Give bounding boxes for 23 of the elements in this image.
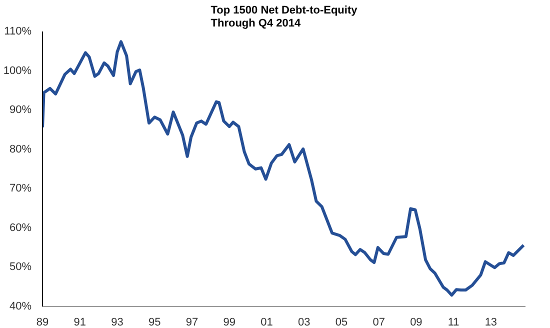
x-tick-label: 97 [186,316,198,328]
y-tick-label: 80% [9,143,32,156]
x-tick-label: 99 [223,316,236,328]
x-tick-label: 07 [372,316,385,328]
x-tick-label: 93 [111,316,124,328]
y-tick-label: 110% [4,26,32,38]
x-tick-label: 03 [298,316,310,328]
chart-title: Top 1500 Net Debt-to-Equity Through Q4 2014 [210,4,358,30]
y-tick-label: 50% [9,261,32,274]
x-tick-label: 09 [410,316,422,328]
line-series [42,40,526,297]
y-tick-label: 70% [9,182,32,195]
x-tick-label: 13 [484,316,498,328]
y-tick-label: 40% [9,300,32,312]
x-tick-label: 11 [448,316,460,328]
x-tick-label: 95 [148,316,161,328]
y-tick-label: 100% [3,64,32,77]
x-tick-label: 05 [335,316,348,328]
x-tick-label: 01 [260,316,273,328]
y-tick-label: 60% [9,222,32,234]
y-tick-label: 90% [9,104,32,116]
x-tick-label: 91 [74,316,86,328]
x-tick-label: 89 [36,316,49,328]
